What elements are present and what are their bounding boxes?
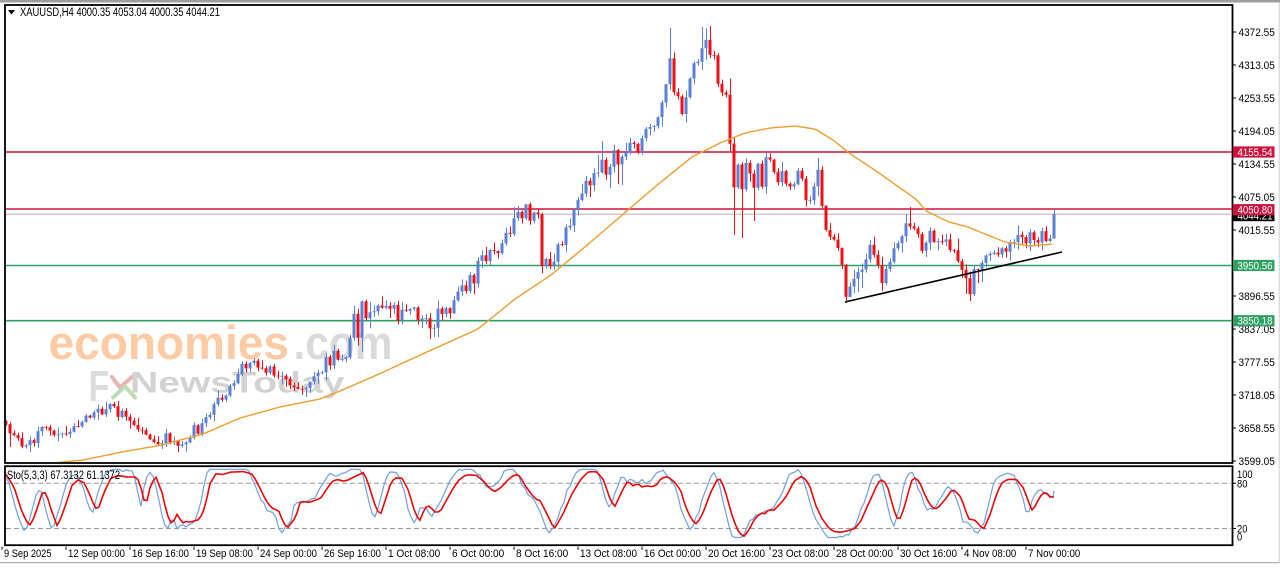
svg-text:9 Sep 2025: 9 Sep 2025: [4, 548, 52, 560]
svg-text:23 Oct 08:00: 23 Oct 08:00: [772, 548, 829, 560]
svg-text:6 Oct 00:00: 6 Oct 00:00: [452, 548, 504, 560]
svg-text:4075.05: 4075.05: [1239, 192, 1275, 204]
svg-text:NewsToday: NewsToday: [130, 367, 345, 399]
svg-text:4134.55: 4134.55: [1239, 159, 1275, 171]
svg-text:24 Sep 00:00: 24 Sep 00:00: [260, 548, 317, 560]
svg-text:4194.05: 4194.05: [1239, 126, 1275, 138]
svg-text:3950.56: 3950.56: [1238, 260, 1273, 272]
svg-text:3850.18: 3850.18: [1238, 316, 1273, 328]
svg-text:80: 80: [1237, 478, 1247, 490]
svg-text:3777.55: 3777.55: [1239, 357, 1275, 369]
svg-text:12 Sep 00:00: 12 Sep 00:00: [68, 548, 125, 560]
svg-text:4372.55: 4372.55: [1239, 27, 1275, 39]
svg-text:16 Sep 16:00: 16 Sep 16:00: [132, 548, 189, 560]
svg-text:3658.55: 3658.55: [1239, 423, 1275, 435]
svg-text:3718.05: 3718.05: [1239, 390, 1275, 402]
svg-text:13 Oct 08:00: 13 Oct 08:00: [580, 548, 637, 560]
svg-text:19 Sep 08:00: 19 Sep 08:00: [196, 548, 253, 560]
svg-text:30 Oct 16:00: 30 Oct 16:00: [900, 548, 957, 560]
svg-text:20 Oct 16:00: 20 Oct 16:00: [708, 548, 765, 560]
svg-text:8 Oct 16:00: 8 Oct 16:00: [516, 548, 568, 560]
svg-text:28 Oct 00:00: 28 Oct 00:00: [836, 548, 893, 560]
svg-text:4313.05: 4313.05: [1239, 60, 1275, 72]
svg-text:3599.05: 3599.05: [1239, 456, 1275, 468]
svg-text:Sto(5,3,3) 67.3132 61.1372: Sto(5,3,3) 67.3132 61.1372: [7, 470, 120, 482]
svg-text:0: 0: [1237, 532, 1242, 544]
svg-text:26 Sep 16:00: 26 Sep 16:00: [324, 548, 381, 560]
svg-text:7 Nov 00:00: 7 Nov 00:00: [1028, 548, 1080, 560]
svg-text:XAUUSD,H4 4000.35 4053.04 400: XAUUSD,H4 4000.35 4053.04 4000.35 4044.2…: [20, 7, 220, 19]
svg-text:1 Oct 08:00: 1 Oct 08:00: [388, 548, 440, 560]
svg-text:3896.55: 3896.55: [1239, 291, 1275, 303]
svg-text:4253.55: 4253.55: [1239, 93, 1275, 105]
svg-text:16 Oct 00:00: 16 Oct 00:00: [644, 548, 701, 560]
svg-text:4 Nov 08:00: 4 Nov 08:00: [964, 548, 1016, 560]
svg-text:4050.80: 4050.80: [1238, 205, 1273, 217]
svg-text:4015.55: 4015.55: [1239, 225, 1275, 237]
svg-text:4155.54: 4155.54: [1238, 147, 1273, 159]
